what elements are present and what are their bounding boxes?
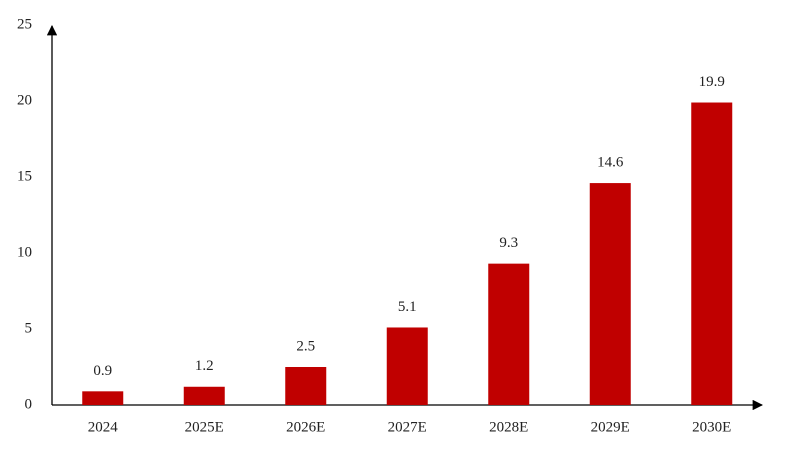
y-tick-label: 5 [25, 320, 33, 336]
x-tick-label: 2029E [591, 419, 630, 435]
y-tick-label: 10 [17, 244, 32, 260]
value-label: 9.3 [499, 235, 518, 251]
y-tick-label: 0 [25, 396, 33, 412]
value-label: 5.1 [398, 299, 417, 315]
x-tick-label: 2025E [185, 419, 224, 435]
y-tick-label: 20 [17, 92, 32, 108]
bar [488, 263, 530, 405]
value-label: 14.6 [597, 155, 624, 171]
y-tick-label: 25 [17, 16, 32, 32]
x-tick-label: 2024 [88, 419, 119, 435]
value-label: 1.2 [195, 358, 214, 374]
x-tick-label: 2028E [489, 419, 528, 435]
bar [589, 183, 631, 405]
value-label: 0.9 [93, 363, 112, 379]
value-label: 2.5 [296, 338, 315, 354]
x-tick-label: 2030E [692, 419, 731, 435]
y-tick-label: 15 [17, 168, 32, 184]
bar [82, 391, 124, 405]
bar [386, 327, 428, 405]
x-tick-label: 2026E [286, 419, 325, 435]
x-tick-label: 2027E [388, 419, 427, 435]
bar [285, 367, 327, 405]
bar [183, 386, 225, 405]
value-label: 19.9 [699, 74, 725, 90]
bar [691, 102, 733, 406]
